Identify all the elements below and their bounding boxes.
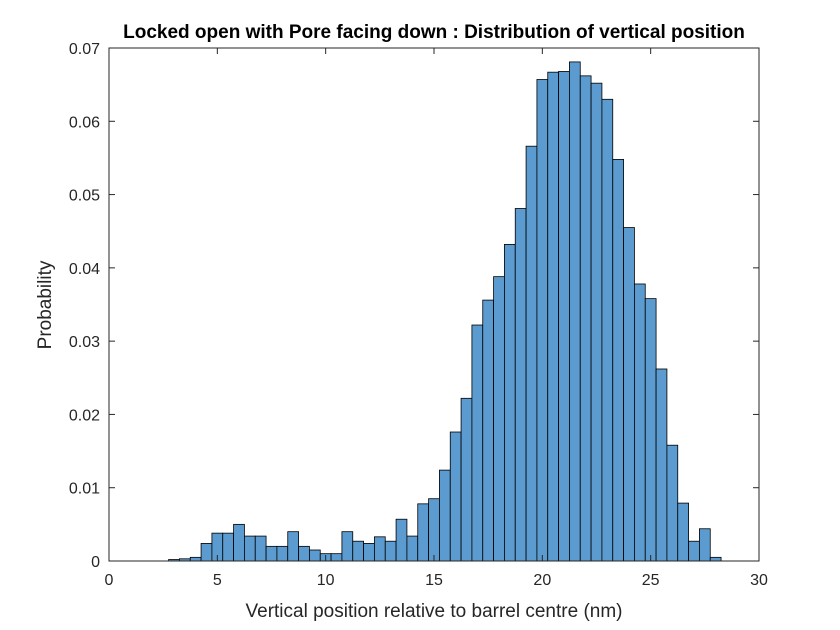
histogram-bar (699, 528, 711, 562)
chart-title: Locked open with Pore facing down : Dist… (123, 22, 745, 43)
x-tick-label: 0 (105, 572, 114, 589)
y-tick-label: 0.07 (69, 41, 100, 58)
histogram-bar (384, 540, 397, 562)
x-tick-label: 10 (317, 572, 335, 589)
y-tick-label: 0.06 (69, 114, 100, 131)
histogram-bar (287, 531, 299, 562)
histogram-bar (309, 549, 321, 562)
x-tick-label: 15 (425, 572, 443, 589)
histogram-bar (547, 71, 559, 562)
histogram-bar (709, 556, 722, 562)
histogram-bar (514, 208, 527, 562)
histogram-bar (298, 545, 310, 562)
histogram-bar (200, 543, 213, 562)
histogram-bar (558, 71, 570, 562)
histogram-bar (471, 324, 484, 562)
histogram-bar (493, 276, 505, 562)
histogram-bar (233, 523, 245, 562)
histogram-bar (265, 545, 278, 562)
histogram-bar (666, 444, 679, 562)
histogram-bar (276, 545, 289, 562)
histogram-bar (341, 531, 354, 562)
histogram-bar (374, 536, 386, 562)
x-tick-label: 30 (750, 572, 768, 589)
histogram-bar (504, 244, 516, 562)
histogram-bar (449, 431, 462, 562)
histogram-bar (644, 298, 657, 562)
histogram-bar (363, 543, 375, 562)
histogram-bar (677, 502, 689, 562)
y-tick-label: 0.01 (69, 481, 100, 498)
histogram-bar (406, 535, 419, 562)
histogram-bar (612, 158, 624, 562)
histogram-bar (688, 540, 700, 562)
histogram-bar (330, 553, 343, 562)
histogram-bar (352, 540, 364, 562)
y-tick-label: 0.02 (69, 407, 100, 424)
histogram-bar (482, 299, 494, 562)
histogram-bar (579, 75, 592, 562)
x-tick-label: 25 (642, 572, 660, 589)
y-tick-label: 0.03 (69, 334, 100, 351)
histogram-bar (536, 79, 549, 562)
histogram-bar (417, 503, 429, 562)
histogram-bar (254, 535, 267, 562)
x-axis-label: Vertical position relative to barrel cen… (246, 601, 623, 622)
histogram-bar (590, 82, 603, 562)
histogram-bar (244, 535, 256, 562)
histogram-bar (428, 498, 440, 562)
x-tick-label: 20 (533, 572, 551, 589)
histogram-bar (623, 227, 635, 562)
histogram-bar (634, 283, 646, 562)
y-axis-label: Probability (35, 260, 56, 349)
histogram-bar (601, 98, 614, 562)
histogram-bar (525, 145, 538, 562)
y-axis-ticks: 0 0.01 0.02 0.03 0.04 0.05 0.06 0.07 (69, 41, 759, 571)
y-tick-label: 0.04 (69, 261, 100, 278)
y-tick-label: 0.05 (69, 188, 100, 205)
histogram-bar (222, 532, 234, 562)
histogram-bar (460, 397, 473, 562)
y-tick-label: 0 (91, 554, 100, 571)
histogram-bar (569, 61, 581, 562)
histogram-bar (395, 518, 408, 562)
x-tick-label: 5 (213, 572, 222, 589)
x-axis-ticks: 0 5 10 15 20 25 30 (105, 48, 768, 589)
histogram-bar (655, 368, 668, 562)
histogram-bar (189, 556, 202, 562)
histogram-bar (439, 469, 451, 562)
